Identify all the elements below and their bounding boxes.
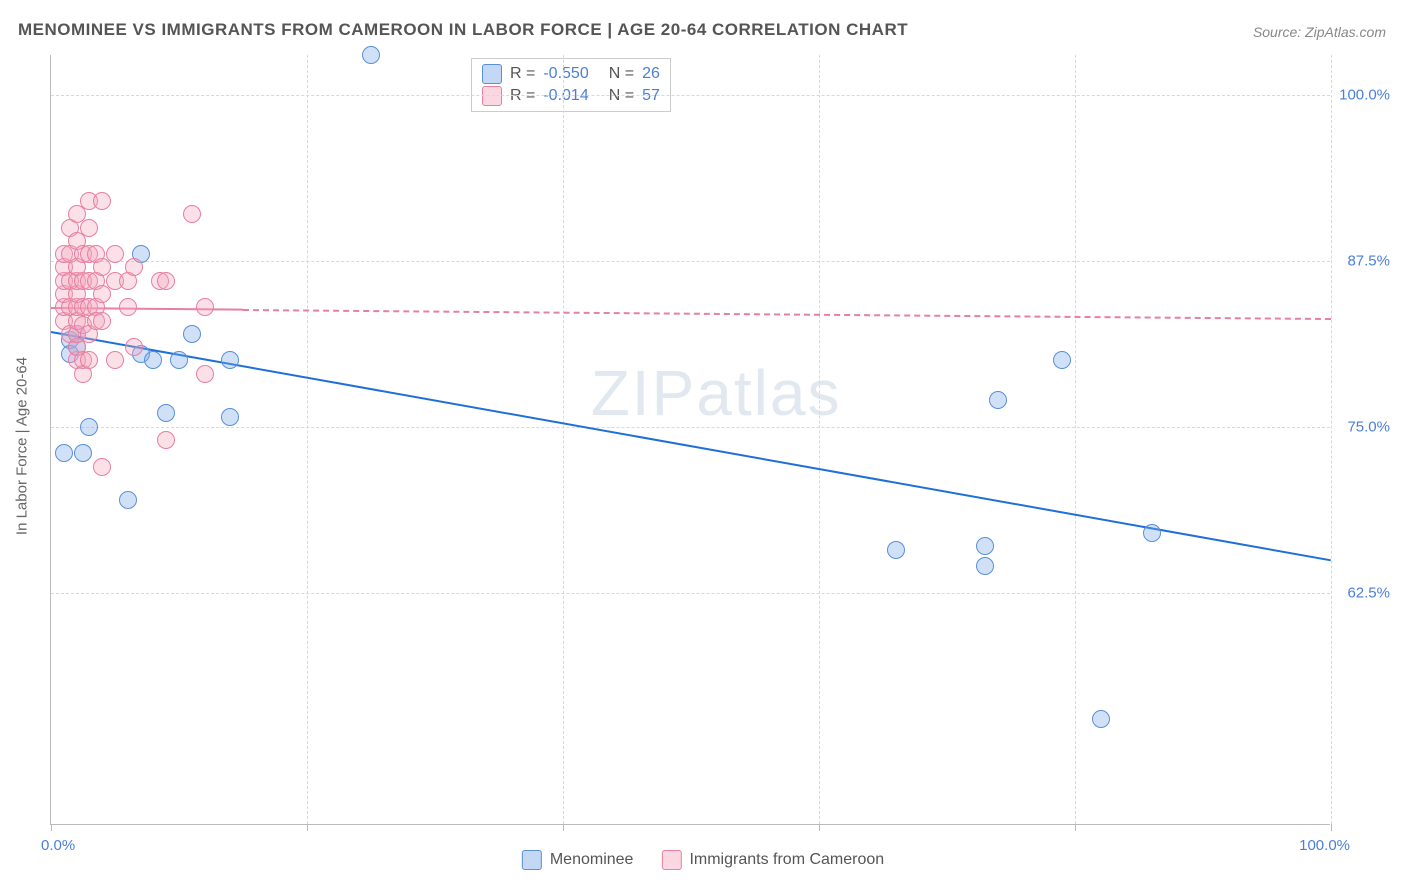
legend-item-pink: Immigrants from Cameroon [661,850,884,870]
scatter-point [887,541,905,559]
ytick-label: 75.0% [1335,418,1390,435]
scatter-point [196,298,214,316]
scatter-point [55,444,73,462]
stats-n-label: N = [609,65,634,83]
scatter-point [80,418,98,436]
stats-r-label: R = [510,65,535,83]
watermark: ZIPatlas [591,356,842,430]
y-axis-label: In Labor Force | Age 20-64 [14,357,31,535]
legend-item-blue: Menominee [522,850,634,870]
chart-container: MENOMINEE VS IMMIGRANTS FROM CAMEROON IN… [0,0,1406,892]
scatter-point [183,205,201,223]
x-tick [51,824,52,831]
stats-r-blue: -0.550 [543,65,588,83]
scatter-point [144,351,162,369]
gridline-v [819,55,820,824]
xtick-label-right: 100.0% [1299,837,1350,854]
gridline-h [51,95,1330,96]
scatter-point [125,338,143,356]
x-tick [563,824,564,831]
x-tick [819,824,820,831]
scatter-point [989,391,1007,409]
scatter-point [93,192,111,210]
swatch-blue-icon [482,64,502,84]
gridline-h [51,261,1330,262]
scatter-point [74,444,92,462]
source-label: Source: ZipAtlas.com [1253,24,1386,40]
stats-legend: R = -0.550 N = 26 R = -0.014 N = 57 [471,58,671,112]
x-tick [1075,824,1076,831]
stats-n-label: N = [609,87,634,105]
scatter-point [362,46,380,64]
gridline-v [307,55,308,824]
chart-title: MENOMINEE VS IMMIGRANTS FROM CAMEROON IN… [18,20,908,40]
ytick-label: 100.0% [1335,86,1390,103]
legend-label-blue: Menominee [550,851,634,869]
scatter-point [157,431,175,449]
swatch-pink-icon [482,86,502,106]
stats-n-blue: 26 [642,65,660,83]
x-tick [307,824,308,831]
scatter-point [976,537,994,555]
ytick-label: 62.5% [1335,584,1390,601]
scatter-point [93,458,111,476]
scatter-point [221,408,239,426]
stats-row-pink: R = -0.014 N = 57 [482,85,660,107]
bottom-legend: Menominee Immigrants from Cameroon [522,850,884,870]
swatch-pink-icon [661,850,681,870]
scatter-point [1143,524,1161,542]
stats-r-pink: -0.014 [543,87,588,105]
gridline-v [1331,55,1332,824]
scatter-point [119,298,137,316]
gridline-v [563,55,564,824]
xtick-label-left: 0.0% [41,837,75,854]
stats-r-label: R = [510,87,535,105]
scatter-point [976,557,994,575]
trend-line [243,309,1331,320]
x-tick [1331,824,1332,831]
scatter-point [157,272,175,290]
trend-line [51,331,1331,561]
legend-label-pink: Immigrants from Cameroon [689,851,884,869]
plot-area: R = -0.550 N = 26 R = -0.014 N = 57 ZIPa… [50,55,1330,825]
scatter-point [106,245,124,263]
scatter-point [1053,351,1071,369]
scatter-point [221,351,239,369]
scatter-point [119,491,137,509]
gridline-h [51,593,1330,594]
scatter-point [183,325,201,343]
stats-row-blue: R = -0.550 N = 26 [482,63,660,85]
scatter-point [170,351,188,369]
ytick-label: 87.5% [1335,252,1390,269]
swatch-blue-icon [522,850,542,870]
stats-n-pink: 57 [642,87,660,105]
scatter-point [106,351,124,369]
scatter-point [1092,710,1110,728]
gridline-v [1075,55,1076,824]
scatter-point [196,365,214,383]
gridline-h [51,427,1330,428]
scatter-point [93,312,111,330]
scatter-point [157,404,175,422]
scatter-point [80,219,98,237]
scatter-point [125,258,143,276]
scatter-point [80,351,98,369]
